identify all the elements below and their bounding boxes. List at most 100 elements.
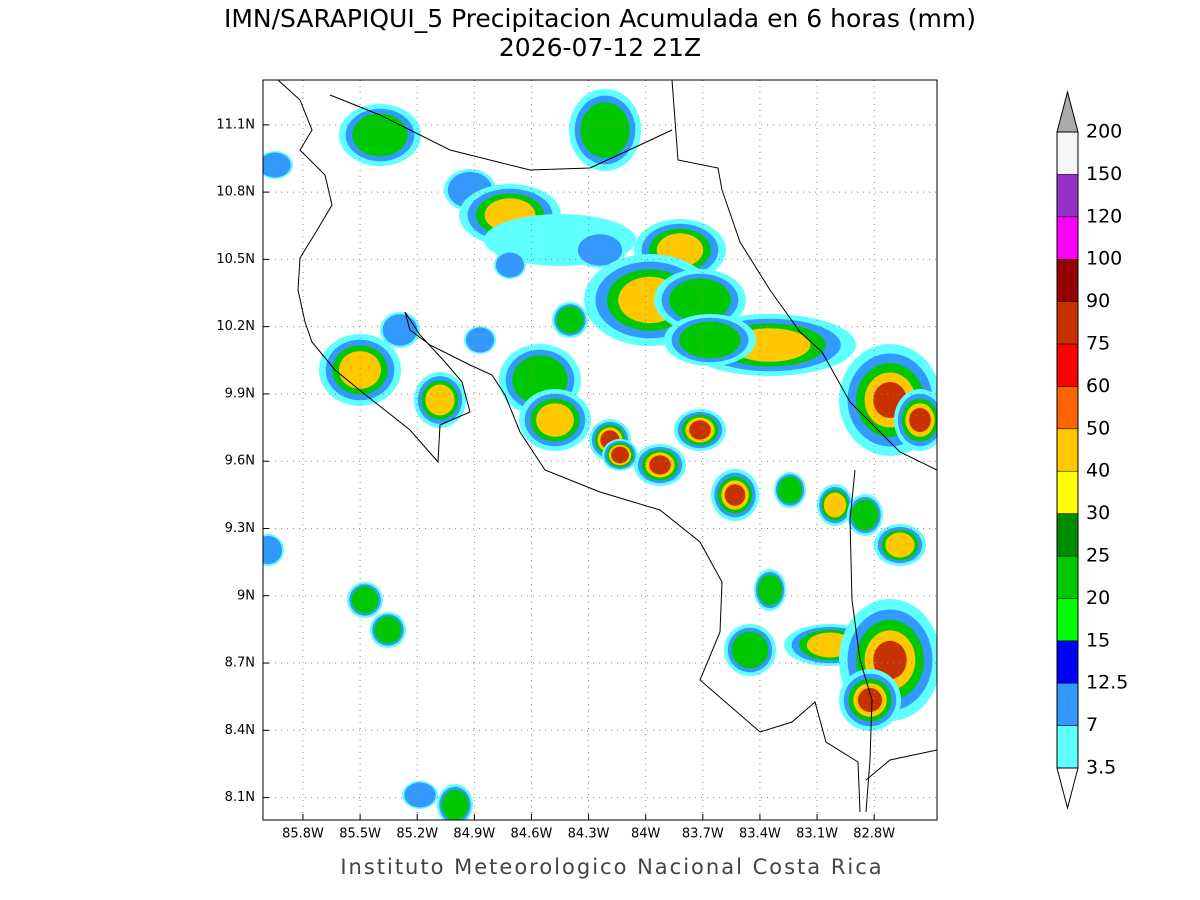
- colorbar-segment: [1056, 131, 1079, 175]
- precip-cell: [689, 420, 711, 440]
- x-tick-label: 84.6W: [511, 827, 553, 842]
- y-tick-label: 10.8N: [216, 185, 255, 200]
- colorbar-label: 60: [1086, 375, 1110, 397]
- precip-cell: [679, 321, 741, 359]
- colorbar-label: 150: [1086, 163, 1122, 185]
- precip-cell: [731, 631, 769, 669]
- colorbar-segment: [1056, 428, 1079, 472]
- colorbar-label: 30: [1086, 502, 1110, 524]
- y-tick-label: 9.9N: [225, 386, 255, 401]
- title: IMN/SARAPIQUI_5 Precipitacion Acumulada …: [224, 4, 976, 33]
- colorbar-label: 40: [1086, 460, 1110, 482]
- colorbar-segment: [1056, 258, 1079, 302]
- colorbar-label: 15: [1086, 629, 1110, 651]
- precip-cell: [263, 152, 291, 178]
- precip-cell: [441, 789, 469, 820]
- colorbar-segment: [1056, 301, 1079, 345]
- colorbar-label: 7: [1086, 714, 1098, 736]
- precip-cell: [724, 484, 746, 506]
- precip-cell: [757, 574, 783, 606]
- colorbar-label: 120: [1086, 205, 1122, 227]
- y-tick-label: 8.1N: [225, 790, 255, 805]
- map-frame: [262, 79, 938, 821]
- precip-cell: [611, 446, 629, 464]
- colorbar-segment: [1056, 640, 1079, 684]
- precip-cell: [465, 327, 495, 353]
- precip-cell: [858, 688, 882, 712]
- y-tick-label: 8.4N: [225, 723, 255, 738]
- colorbar-segment: [1056, 513, 1079, 557]
- colorbar: 3.5 7 12.5 15 20 25 30 40 50 60 75 90 100 120 150 200: [1056, 90, 1128, 810]
- colorbar-segment: [1056, 216, 1079, 260]
- colorbar-segment: [1056, 386, 1079, 430]
- y-tick-label: 8.7N: [225, 656, 255, 671]
- x-tick-label: 84.3W: [568, 827, 610, 842]
- colorbar-label: 25: [1086, 545, 1110, 567]
- credit: Instituto Meteorologico Nacional Costa R…: [340, 855, 883, 879]
- precip-cell: [885, 532, 915, 558]
- colorbar-under: [1056, 767, 1079, 810]
- coastlines: [277, 80, 937, 813]
- x-tick-label: 83.1W: [796, 827, 838, 842]
- colorbar-over: [1056, 90, 1079, 133]
- precip-cell: [851, 499, 879, 531]
- colorbar-segment: [1056, 343, 1079, 387]
- colorbar-label: 50: [1086, 417, 1110, 439]
- subtitle: 2026-07-12 21Z: [499, 33, 701, 62]
- colorbar-segment: [1056, 598, 1079, 642]
- precip-cell: [374, 616, 402, 644]
- colorbar-label: 3.5: [1086, 757, 1116, 779]
- y-tick-label: 10.2N: [216, 319, 255, 334]
- colorbar-label: 75: [1086, 333, 1110, 355]
- colorbar-label: 12.5: [1086, 672, 1128, 694]
- precip-cell: [777, 476, 803, 504]
- x-tick-label: 85.5W: [339, 827, 381, 842]
- precip-cell: [351, 586, 379, 614]
- colorbar-segment: [1056, 174, 1079, 218]
- colorbar-label: 20: [1086, 587, 1110, 609]
- colorbar-segment: [1056, 725, 1079, 769]
- x-tick-label: 84.9W: [453, 827, 495, 842]
- precip-cell: [823, 492, 847, 518]
- y-tick-label: 9N: [237, 588, 255, 603]
- pacific-coast: [277, 80, 861, 813]
- colorbar-segment: [1056, 470, 1079, 514]
- caribbean-coast: [671, 80, 937, 471]
- precip-cell: [352, 113, 408, 157]
- precip-cell: [580, 102, 630, 158]
- precip-cell: [669, 278, 731, 322]
- panama-coast: [865, 749, 937, 781]
- precip-cell: [909, 408, 931, 432]
- y-tick-label: 9.3N: [225, 521, 255, 536]
- x-tick-label: 85.2W: [396, 827, 438, 842]
- colorbar-segment: [1056, 682, 1079, 726]
- grid: [263, 80, 937, 820]
- precip-cell: [495, 252, 525, 278]
- x-tick-label: 82.8W: [853, 827, 895, 842]
- x-tick-label: 83.4W: [739, 827, 781, 842]
- east-border: [849, 469, 873, 813]
- precip-cell: [263, 535, 283, 565]
- precipitation-field: [263, 89, 937, 820]
- x-tick-label: 84W: [631, 827, 661, 842]
- precip-cell: [556, 306, 584, 334]
- y-tick-label: 10.5N: [216, 252, 255, 267]
- colorbar-segment: [1056, 555, 1079, 599]
- precip-cell: [425, 384, 455, 416]
- colorbar-label: 200: [1086, 121, 1122, 143]
- colorbar-outline: [1056, 131, 1079, 769]
- x-tick-label: 83.7W: [682, 827, 724, 842]
- north-border: [329, 94, 673, 171]
- precip-cell: [873, 640, 907, 680]
- y-tick-label: 9.6N: [225, 454, 255, 469]
- precip-cell: [649, 455, 671, 475]
- colorbar-label: 90: [1086, 290, 1110, 312]
- precip-cell: [338, 351, 382, 389]
- colorbar-label: 100: [1086, 248, 1122, 270]
- precip-cell: [536, 403, 574, 437]
- precip-cell: [382, 314, 418, 346]
- precip-cell: [404, 782, 436, 808]
- y-tick-label: 11.1N: [216, 117, 255, 132]
- x-tick-label: 85.8W: [282, 827, 324, 842]
